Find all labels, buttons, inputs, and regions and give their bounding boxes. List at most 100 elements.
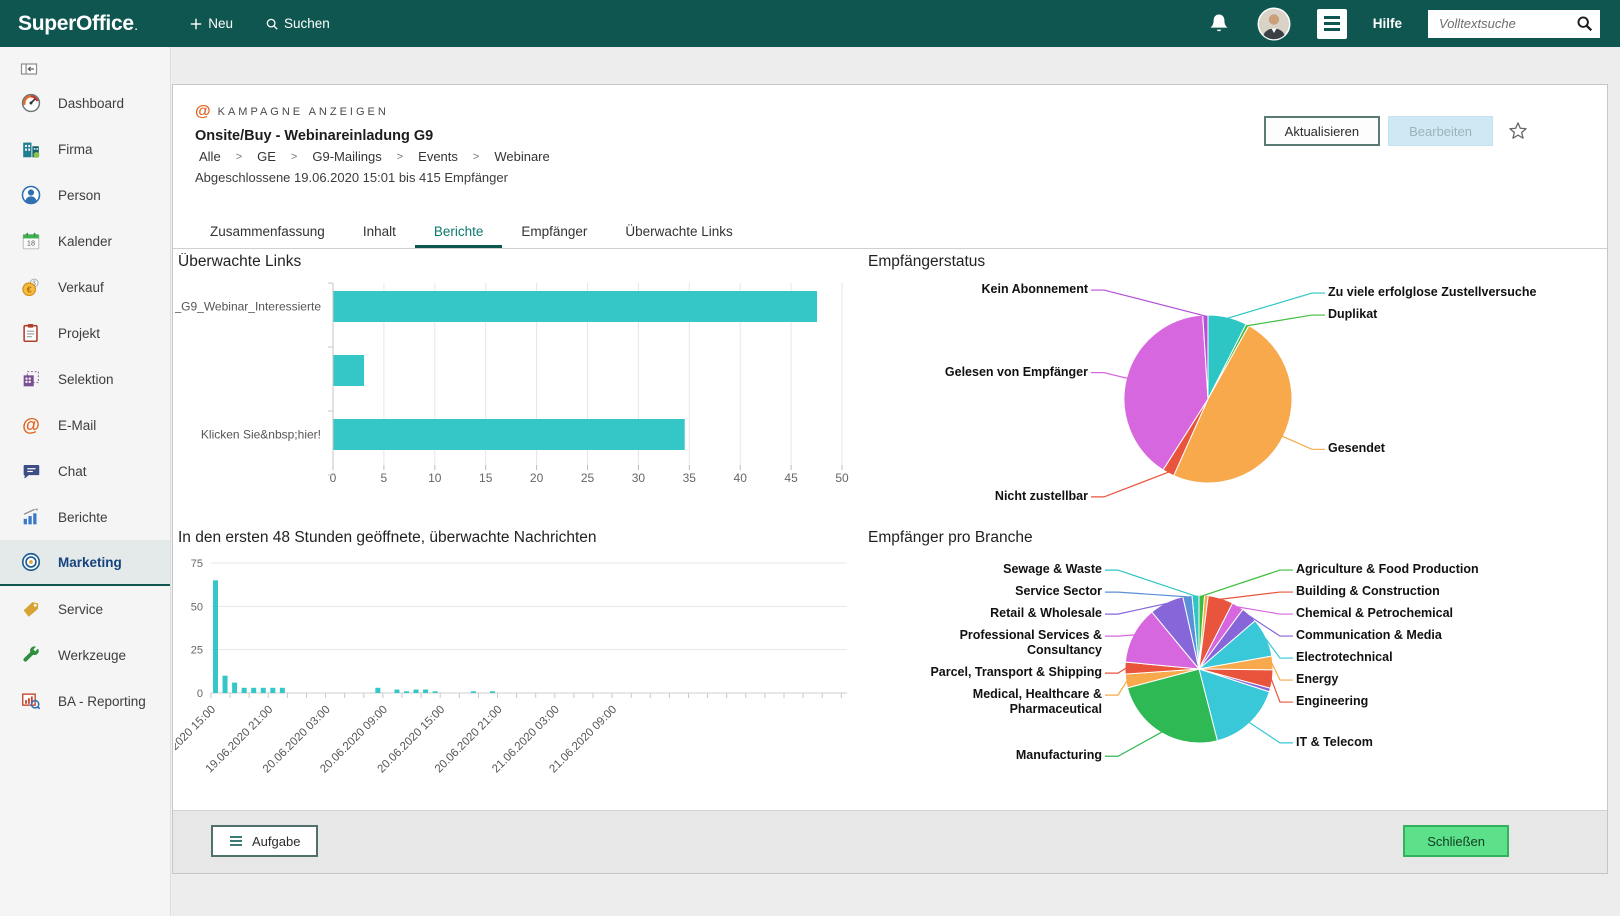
sidebar-item-email[interactable]: @ E-Mail: [0, 402, 170, 448]
sales-coin-icon: $ €: [19, 276, 43, 298]
breadcrumb-item[interactable]: GE: [257, 149, 276, 164]
breadcrumb-item[interactable]: G9-Mailings: [312, 149, 382, 164]
breadcrumb-separator: >: [235, 150, 243, 163]
update-button[interactable]: Aktualisieren: [1263, 116, 1381, 146]
project-clipboard-icon: [19, 322, 43, 344]
tab-ueberwachte-links[interactable]: Überwachte Links: [625, 224, 733, 239]
sidebar-item-marketing[interactable]: Marketing: [0, 540, 170, 586]
sidebar-item-dashboard[interactable]: Dashboard: [0, 80, 170, 126]
pie-slice-label: Agriculture & Food Production: [1296, 562, 1479, 577]
breadcrumb-item[interactable]: Alle: [199, 149, 221, 164]
close-button[interactable]: Schließen: [1403, 825, 1509, 857]
sidebar-item-projekt[interactable]: Projekt: [0, 310, 170, 356]
tracked-links-bar-chart: 0 5 10 15 20 25 30 35 40 45 50 GE_G9_Webinar_Intere…: [175, 277, 863, 517]
superoffice-logo: SuperOffice .: [18, 11, 138, 36]
pie-slice-label: Duplikat: [1328, 307, 1378, 322]
brand-mark: .: [134, 21, 138, 33]
sidebar-item-werkzeuge[interactable]: Werkzeuge: [0, 632, 170, 678]
brand-text: SuperOffice: [18, 11, 134, 35]
calendar-icon: 18: [19, 230, 43, 252]
svg-text:15: 15: [479, 471, 493, 485]
sidebar-item-service[interactable]: Service: [0, 586, 170, 632]
pie-slice-label: Parcel, Transport & Shipping: [930, 665, 1102, 680]
tab-inhalt[interactable]: Inhalt: [362, 224, 396, 239]
svg-text:35: 35: [683, 471, 697, 485]
fulltext-search-input[interactable]: [1437, 15, 1576, 32]
campaign-header: @ KAMPAGNE ANZEIGEN Onsite/Buy - Webinar…: [173, 85, 1607, 215]
breadcrumb-separator: >: [290, 150, 298, 163]
campaign-title: Onsite/Buy - Webinareinladung G9: [195, 128, 434, 144]
tab-berichte[interactable]: Berichte: [414, 215, 503, 248]
fulltext-search-box: [1428, 9, 1600, 38]
sidebar-item-firma[interactable]: Firma: [0, 126, 170, 172]
pie-slice-label: Medical, Healthcare & Pharmaceutical: [972, 687, 1102, 717]
help-link[interactable]: Hilfe: [1372, 16, 1402, 31]
sidebar-item-ba-reporting[interactable]: BA - Reporting: [0, 678, 170, 724]
breadcrumb-item[interactable]: Webinare: [494, 149, 550, 164]
notifications-bell-icon[interactable]: [1207, 12, 1231, 36]
svg-text:10: 10: [428, 471, 442, 485]
pie-slice-label: Gelesen von Empfänger: [944, 364, 1088, 379]
service-tag-icon: [19, 598, 43, 620]
chart-tracked-links: Überwachte Links 0 5 10 15 20 25 30 35 40 45 50 GE_…: [175, 253, 863, 517]
breadcrumb-item[interactable]: Events: [418, 149, 458, 164]
pie-slice-label: Service Sector: [1015, 584, 1102, 599]
main-area: @ KAMPAGNE ANZEIGEN Onsite/Buy - Webinar…: [172, 47, 1620, 916]
pie-slice-label: Communication & Media: [1296, 628, 1442, 643]
selection-icon: [19, 368, 43, 390]
pie-slice-label: Professional Services & Consultancy: [959, 628, 1102, 658]
sidebar-item-selektion[interactable]: Selektion: [0, 356, 170, 402]
chart-title: In den ersten 48 Stunden geöffnete, über…: [178, 529, 597, 546]
user-avatar[interactable]: [1257, 7, 1291, 41]
pie-slice-label: Retail & Wholesale: [990, 606, 1102, 621]
svg-text:25: 25: [581, 471, 595, 485]
breadcrumb-separator: >: [472, 150, 480, 163]
svg-text:Klicken Sie&nbsp;hier!: Klicken Sie&nbsp;hier!: [201, 428, 321, 442]
campaign-at-icon: @: [195, 103, 211, 120]
campaign-status: Abgeschlossene 19.06.2020 15:01 bis 415 …: [195, 170, 508, 185]
tools-wrench-icon: [19, 644, 43, 666]
svg-text:25: 25: [191, 645, 203, 657]
pie-slice-label: Kein Abonnement: [981, 282, 1088, 297]
pie-slice-label: Manufacturing: [1015, 748, 1102, 763]
svg-text:GE_G9_Webinar_Interessierte: GE_G9_Webinar_Interessierte: [175, 300, 321, 314]
tab-zusammenfassung[interactable]: Zusammenfassung: [210, 224, 325, 239]
fulltext-search-submit-icon[interactable]: [1576, 15, 1593, 32]
collapse-sidebar-button[interactable]: [18, 59, 42, 80]
pie-slice-label: Engineering: [1296, 694, 1369, 709]
sidebar-item-chat[interactable]: Chat: [0, 448, 170, 494]
industry-pie-chart: Agriculture & Food Production Building & …: [865, 553, 1553, 809]
chart-recipients-by-industry: Empfänger pro Branche Agriculture & Food…: [865, 529, 1553, 809]
pie-slice-label: Sewage & Waste: [1003, 562, 1102, 577]
favorite-star-icon[interactable]: [1507, 120, 1529, 142]
svg-text:20: 20: [530, 471, 544, 485]
chat-bubble-icon: [19, 460, 43, 482]
kicker-text: KAMPAGNE ANZEIGEN: [217, 106, 389, 118]
search-icon: [266, 18, 278, 30]
svg-text:€: €: [27, 285, 32, 295]
marketing-target-icon: [19, 551, 43, 573]
sidebar-item-berichte[interactable]: Berichte: [0, 494, 170, 540]
pie-slice-label: Gesendet: [1328, 441, 1385, 456]
pie-slice-label: Electrotechnical: [1296, 650, 1393, 665]
tab-bar: Zusammenfassung Inhalt Berichte Empfänge…: [173, 215, 1607, 249]
edit-button[interactable]: Bearbeiten: [1388, 116, 1493, 146]
chart-title: Empfängerstatus: [868, 253, 986, 270]
top-navigation-bar: SuperOffice . Neu Suchen Hilfe: [0, 0, 1620, 47]
email-at-icon: @: [22, 415, 40, 435]
task-button[interactable]: Aufgabe: [211, 825, 319, 857]
search-menu-button[interactable]: Suchen: [265, 16, 330, 31]
chart-opened-48h: In den ersten 48 Stunden geöffnete, über…: [175, 529, 863, 809]
new-button[interactable]: Neu: [189, 16, 233, 31]
sidebar-item-verkauf[interactable]: $ € Verkauf: [0, 264, 170, 310]
svg-text:$: $: [33, 281, 37, 287]
main-menu-button[interactable]: [1316, 8, 1347, 39]
tab-empfaenger[interactable]: Empfänger: [521, 224, 588, 239]
sidebar-item-person[interactable]: Person: [0, 172, 170, 218]
svg-text:50: 50: [191, 601, 203, 613]
charts-area: Überwachte Links 0 5 10 15 20 25 30 35 40 45 50 GE_…: [173, 249, 1607, 811]
plus-icon: [190, 18, 202, 29]
chart-title: Überwachte Links: [178, 253, 302, 270]
sidebar-item-kalender[interactable]: 18 Kalender: [0, 218, 170, 264]
opened-48h-bar-chart: 0 25 50 75 19.06.2020 15:00 19.06.2020 21:00 2…: [175, 553, 863, 809]
